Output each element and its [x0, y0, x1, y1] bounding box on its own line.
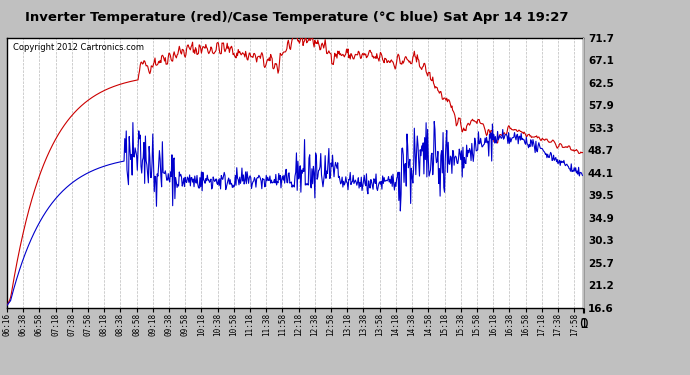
Text: Copyright 2012 Cartronics.com: Copyright 2012 Cartronics.com: [12, 43, 144, 52]
Text: Inverter Temperature (red)/Case Temperature (°C blue) Sat Apr 14 19:27: Inverter Temperature (red)/Case Temperat…: [25, 11, 569, 24]
